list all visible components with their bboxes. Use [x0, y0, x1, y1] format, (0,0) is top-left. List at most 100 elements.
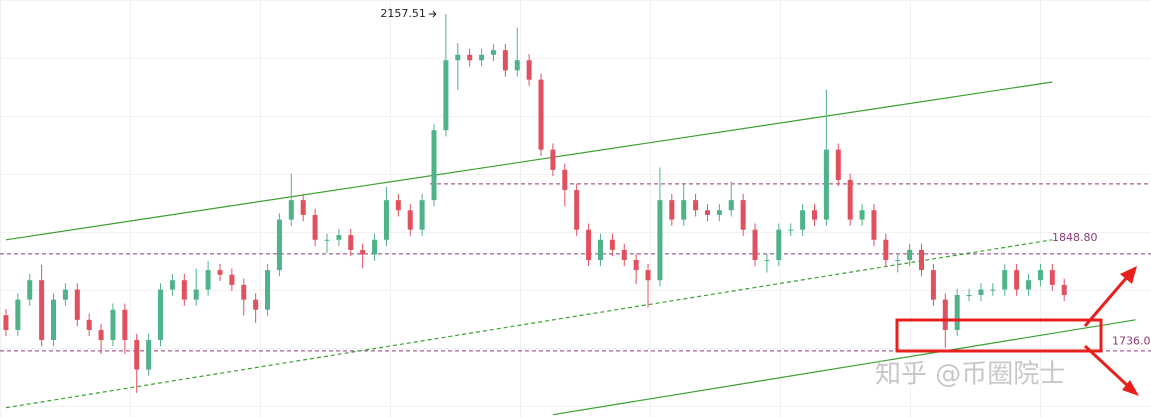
candle-body	[586, 229, 592, 260]
candle-body	[467, 54, 473, 61]
candle-body	[253, 299, 259, 310]
candle-body	[27, 280, 33, 300]
candle-body	[1002, 270, 1008, 290]
candle-body	[229, 274, 235, 285]
candle-body	[86, 319, 92, 330]
candle-body	[978, 289, 984, 295]
candle-body	[681, 200, 687, 220]
candle-body	[645, 270, 651, 281]
candle-body	[800, 210, 806, 230]
trend-line	[5, 239, 1053, 409]
candle-body	[98, 329, 104, 341]
candle-body	[550, 149, 556, 170]
candle-body	[336, 235, 342, 240]
candle-body	[526, 60, 532, 80]
candle-body	[871, 210, 877, 240]
candle-body	[693, 200, 699, 211]
candle-body	[1026, 280, 1032, 290]
candle-body	[431, 130, 437, 201]
candle-body	[597, 239, 603, 260]
candle-body	[1014, 270, 1020, 290]
candle-body	[538, 79, 544, 150]
candle-body	[966, 294, 972, 296]
candle-body	[324, 239, 330, 241]
candle-body	[835, 149, 841, 180]
candle-body	[859, 210, 865, 220]
candle-body	[217, 270, 223, 275]
candle-body	[823, 149, 829, 220]
candle-body	[919, 249, 925, 271]
candle-body	[51, 299, 57, 341]
candle-body	[502, 50, 508, 71]
candle-body	[942, 299, 948, 330]
candle-body	[657, 200, 663, 281]
candle-body	[883, 239, 889, 260]
candle-body	[169, 280, 175, 290]
candle-body	[776, 229, 782, 260]
high-arrow	[428, 10, 437, 18]
candle-body	[490, 50, 496, 55]
candle-body	[15, 299, 21, 330]
candle-body	[241, 284, 247, 300]
candle-body	[407, 210, 413, 230]
candle-body	[990, 289, 996, 291]
candle-body	[265, 270, 271, 310]
candle-body	[847, 179, 853, 220]
candle-body	[574, 190, 580, 230]
candle-body	[788, 229, 794, 231]
candle-body	[479, 54, 485, 61]
candle-body	[158, 289, 164, 341]
candle-body	[633, 259, 639, 271]
candle-body	[62, 289, 68, 300]
candle-body	[895, 259, 901, 261]
candle-body	[134, 340, 140, 370]
candle-body	[609, 239, 615, 250]
candle-body	[764, 259, 770, 261]
candle-body	[312, 214, 318, 240]
watermark: 知乎 @币圈院士	[875, 360, 1065, 390]
candle-body	[621, 249, 627, 260]
candle-body	[716, 210, 722, 215]
candle-body	[455, 54, 461, 61]
candle-body	[740, 200, 746, 230]
arrows	[1083, 266, 1139, 396]
candle-body	[443, 60, 449, 131]
candle-body	[383, 200, 389, 240]
candle-body	[811, 210, 817, 220]
candle-body	[205, 270, 211, 290]
high-label: 2157.51	[380, 7, 426, 20]
candle-body	[669, 200, 675, 220]
candle-body	[728, 200, 734, 211]
candle-body	[514, 60, 520, 71]
candle-body	[1061, 284, 1067, 295]
candle-body	[704, 210, 710, 215]
candle-body	[39, 280, 45, 341]
candle-body	[193, 289, 199, 300]
candle-body	[419, 200, 425, 230]
candle-body	[954, 294, 960, 330]
candle-body	[300, 200, 306, 215]
candle-body	[752, 229, 758, 260]
candle-body	[348, 235, 354, 250]
trend-line	[552, 319, 1136, 416]
candle-body	[276, 219, 282, 271]
candle-body	[181, 280, 187, 300]
candle-body	[1037, 270, 1043, 281]
plot: 1848.80 1736.0 2157.51	[0, 7, 1151, 416]
candle-body	[110, 309, 116, 341]
candle-body	[930, 270, 936, 300]
candle-body	[74, 289, 80, 320]
candle-body	[907, 249, 913, 260]
level-label: 1848.80	[1052, 231, 1098, 244]
candle-body	[562, 169, 568, 191]
candle-body	[395, 200, 401, 211]
candle-body	[3, 315, 9, 330]
candle-body	[122, 309, 128, 341]
candle-body	[288, 200, 294, 220]
target-label: 1736.0	[1112, 335, 1151, 348]
candle-body	[146, 340, 152, 370]
candle-body	[1049, 270, 1055, 285]
trend-line	[5, 81, 1053, 241]
candle-body	[360, 249, 366, 255]
